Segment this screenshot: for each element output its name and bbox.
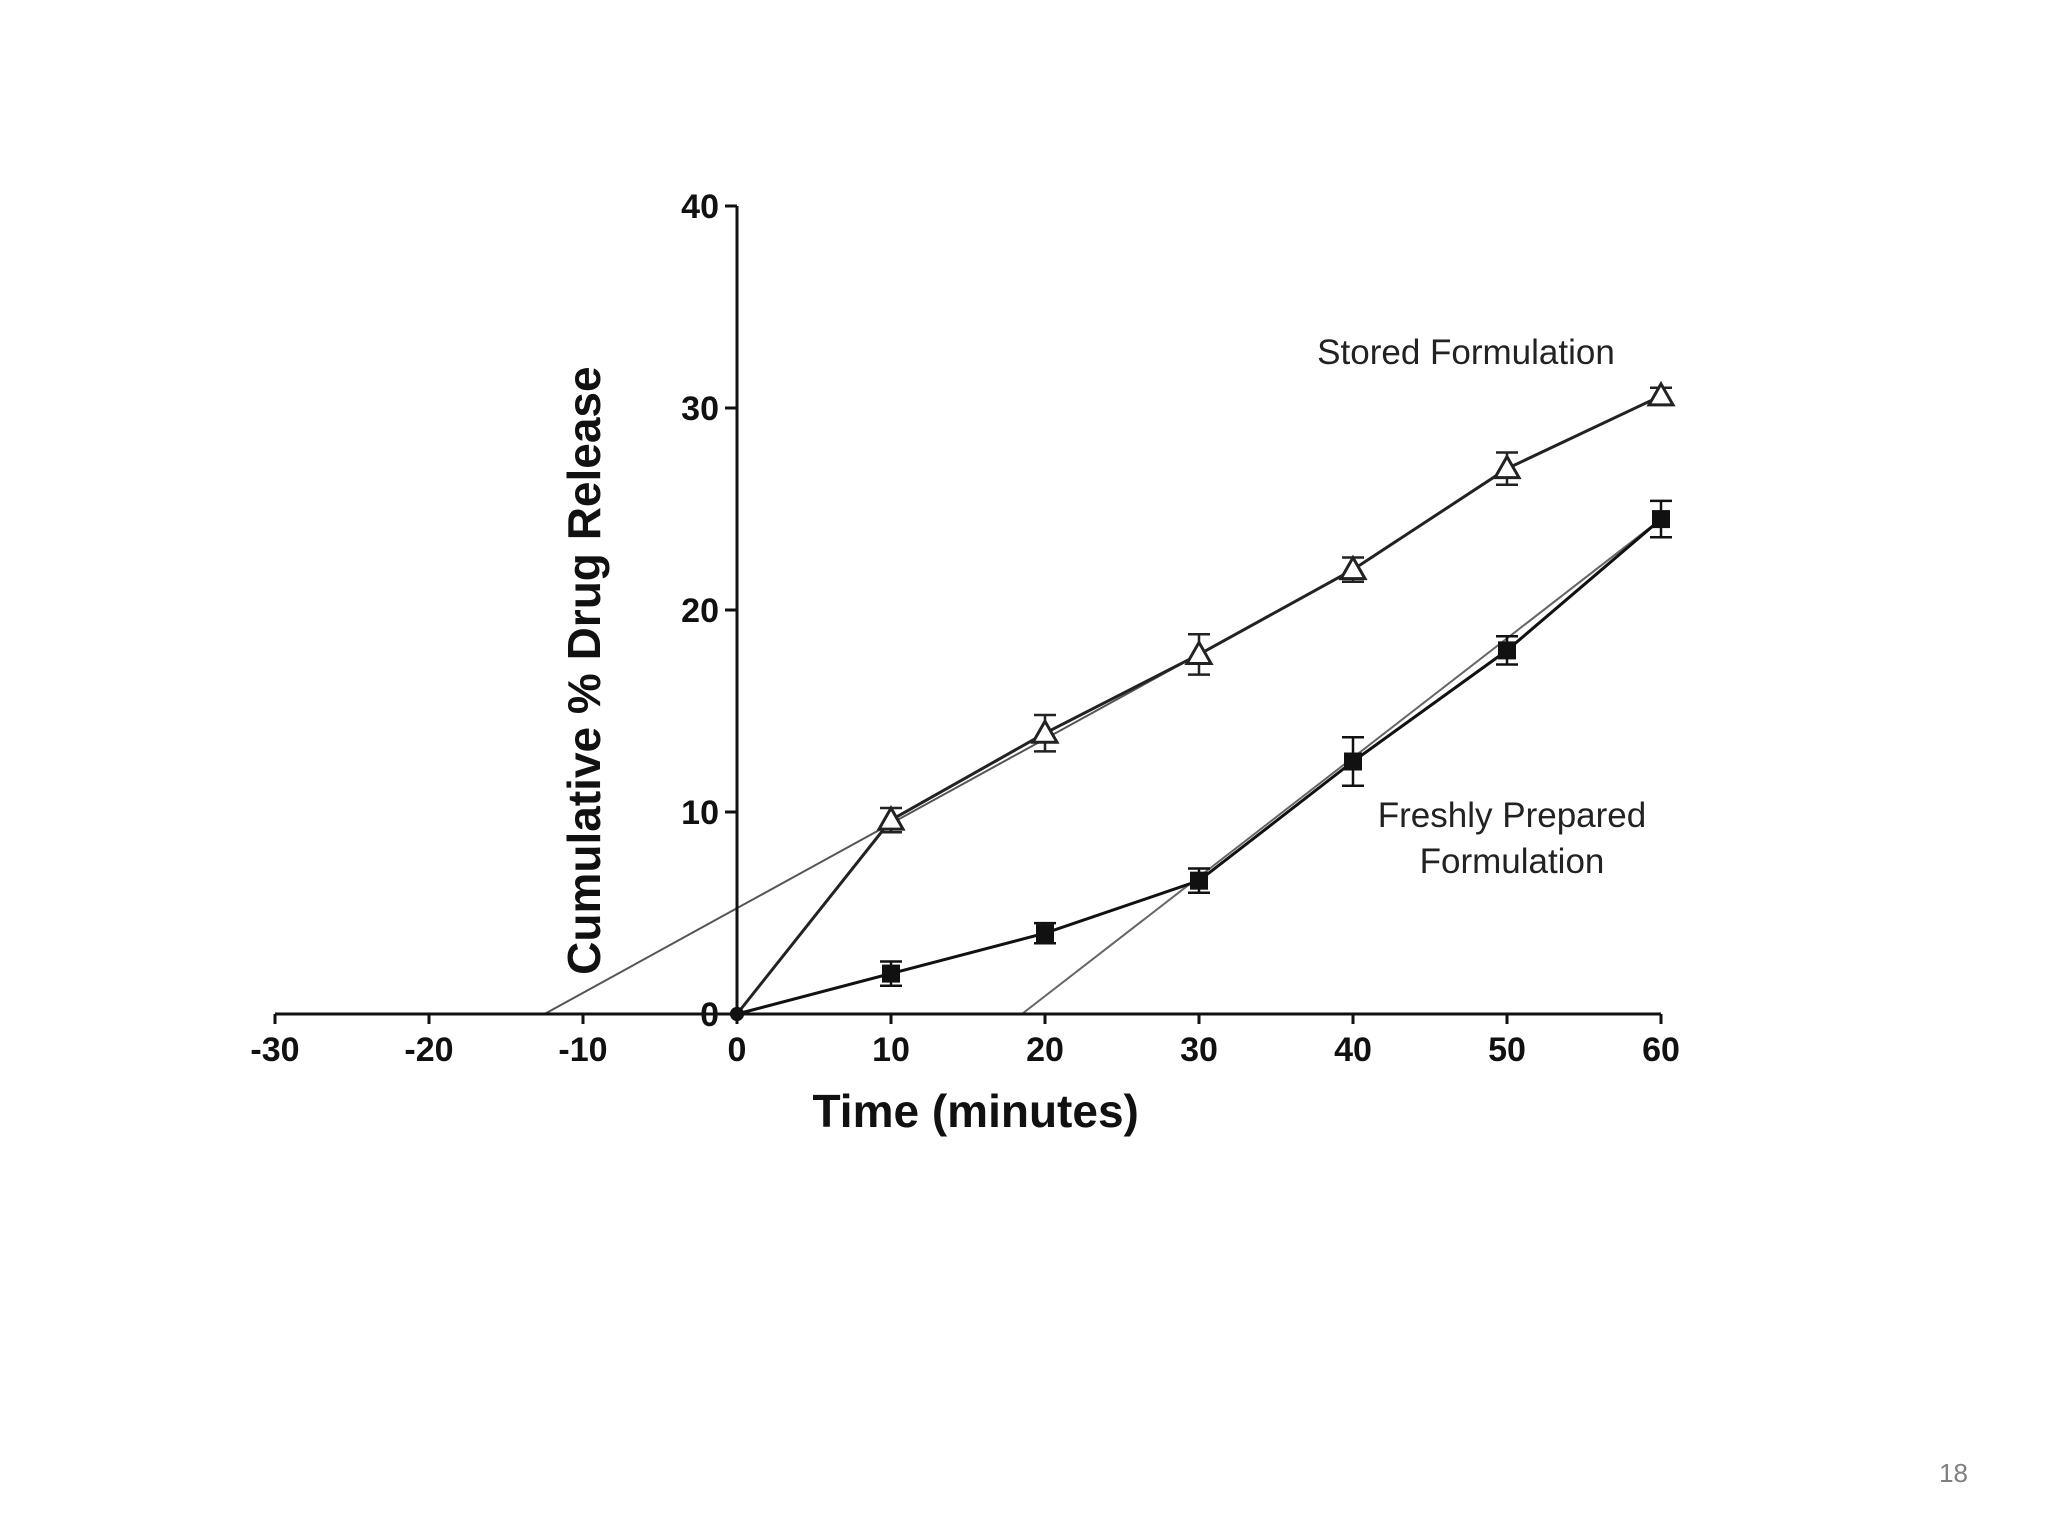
x-tick-label: -20 (404, 1031, 453, 1069)
y-tick-label: 0 (700, 996, 719, 1034)
annotation-formulation: Formulation (1420, 842, 1605, 881)
data-point (876, 805, 906, 831)
data-point (1646, 380, 1676, 407)
page-number: 18 (1939, 1458, 1968, 1488)
x-tick-label: 0 (728, 1031, 747, 1069)
x-tick-label: 30 (1180, 1031, 1218, 1069)
annotation-freshly-prepared: Freshly Prepared (1378, 796, 1646, 835)
series-1 (730, 380, 1676, 1021)
y-tick-label: 40 (681, 188, 719, 226)
y-ticks: 0 10 20 30 40 (681, 188, 737, 1034)
data-point (1344, 752, 1362, 771)
y-tick-label: 10 (681, 794, 719, 832)
data-point (1492, 453, 1522, 480)
data-point (1030, 718, 1060, 744)
data-point (1190, 871, 1208, 890)
x-tick-label: 50 (1488, 1031, 1526, 1069)
data-point (1338, 554, 1368, 581)
series-2 (730, 499, 1672, 1021)
x-tick-label: 10 (872, 1031, 910, 1069)
x-ticks: -30 -20 -10 0 10 20 30 40 50 60 (250, 1014, 1680, 1069)
y-axis-title: Cumulative % Drug Release (558, 366, 610, 974)
data-point (1498, 641, 1516, 660)
y-tick-label: 30 (681, 390, 719, 428)
data-point (730, 1007, 744, 1021)
data-point (1184, 639, 1214, 665)
data-point (882, 964, 900, 983)
x-tick-label: -10 (558, 1031, 607, 1069)
data-point (1652, 510, 1670, 529)
x-tick-label: -30 (250, 1031, 299, 1069)
series (730, 380, 1676, 1021)
y-tick-label: 20 (681, 592, 719, 630)
axes (275, 206, 1661, 1016)
series-line (736, 517, 1662, 1016)
data-point (1036, 924, 1054, 943)
x-tick-label: 60 (1642, 1031, 1680, 1069)
x-axis-title: Time (minutes) (813, 1085, 1139, 1137)
series-line (735, 394, 1662, 1015)
x-tick-label: 40 (1334, 1031, 1372, 1069)
x-tick-label: 20 (1026, 1031, 1064, 1069)
annotation-stored-formulation: Stored Formulation (1317, 333, 1615, 372)
extrapolation-line (1021, 518, 1662, 1015)
